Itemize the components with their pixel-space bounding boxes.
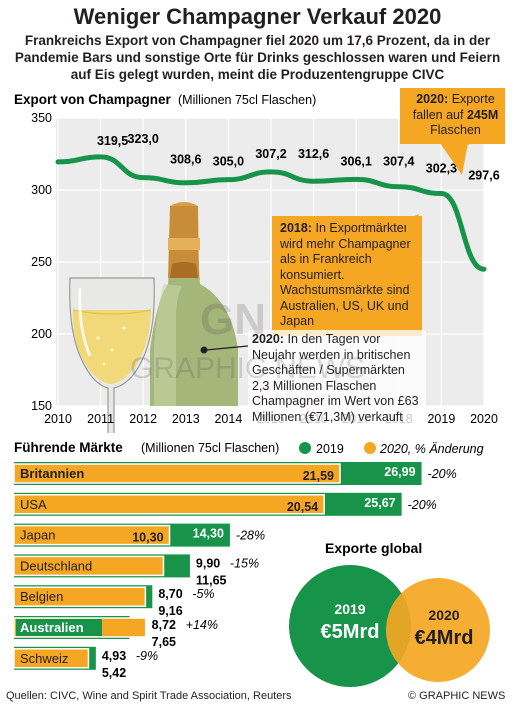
- venn-circle-2020: [386, 578, 490, 682]
- value-label-2020: 8,72: [152, 618, 176, 632]
- champagne-glass-icon: [69, 277, 155, 433]
- champagne-bottle-icon: [150, 202, 238, 406]
- callout-2020: 2020: Exporte fallen auf 245M Flaschen: [400, 88, 505, 144]
- value-label-2020: 21,59: [303, 469, 334, 483]
- legend-label-2020: 2020, % Änderung: [379, 442, 484, 456]
- note-2020: 2020: In den Tagen vor Neujahr werden in…: [248, 330, 426, 427]
- data-label: 305,0: [213, 155, 244, 169]
- data-label: 308,6: [170, 153, 201, 167]
- callout-2018-year: 2018:: [280, 221, 312, 235]
- venn-year-2019: 2019: [334, 601, 365, 617]
- line-chart-title: Export von Champagner: [14, 92, 172, 107]
- change-label: -15%: [230, 556, 259, 570]
- callout-2020-value: 245M: [466, 107, 499, 122]
- venn-year-2020: 2020: [428, 607, 459, 623]
- page-subtitle: Frankreichs Export von Champagner fiel 2…: [14, 33, 501, 82]
- change-label: -5%: [192, 587, 214, 601]
- category-label: Deutschland: [20, 558, 92, 573]
- category-label: USA: [20, 497, 47, 512]
- data-label: 302,3: [426, 162, 457, 176]
- data-label: 297,6: [468, 168, 499, 182]
- note-2020-text: In den Tagen vor Neujahr werden in briti…: [252, 332, 419, 424]
- y-tick-label: 300: [31, 183, 52, 197]
- change-label: -9%: [136, 649, 158, 663]
- x-tick-label: 2012: [129, 412, 157, 426]
- sources-note: Quellen: CIVC, Wine and Spirit Trade Ass…: [6, 690, 292, 702]
- data-label: 323,0: [128, 132, 159, 146]
- callout-2020-text-a: Exporte fallen auf: [412, 92, 495, 122]
- change-label: -28%: [236, 529, 265, 543]
- category-label: Japan: [20, 528, 55, 543]
- bar-2020: [13, 494, 325, 515]
- callout-2018-pointer: [405, 214, 419, 240]
- x-tick-label: 2010: [44, 412, 72, 426]
- category-label: Britannien: [20, 466, 84, 481]
- line-chart-unit: (Millionen 75cl Flaschen): [178, 93, 316, 107]
- value-label-2020: 10,30: [132, 531, 163, 545]
- export-series-line: [55, 154, 487, 272]
- callout-2020-year: 2020:: [416, 92, 449, 106]
- y-tick-label: 350: [31, 111, 52, 125]
- bar-2020: [13, 586, 147, 607]
- y-tick-label: 250: [31, 255, 52, 269]
- note-2020-pointer: [200, 345, 249, 354]
- graphic-news-watermark: GN GRAPHIC NEWS: [130, 292, 430, 397]
- value-label-2019: 26,99: [384, 465, 415, 479]
- category-highlight: [16, 619, 102, 636]
- venn-title: Exporte global: [325, 540, 422, 556]
- page-title: Weniger Champagner Verkauf 2020: [73, 4, 442, 29]
- category-label: Belgien: [20, 589, 63, 604]
- callout-2020-pointer: [440, 143, 468, 175]
- bar-chart-title: Führende Märkte: [14, 440, 123, 455]
- y-tick-label: 150: [31, 399, 52, 413]
- value-label-2020: 20,54: [287, 500, 318, 514]
- data-label: 319,5: [97, 134, 128, 148]
- data-label: 312,6: [298, 147, 329, 161]
- callout-2020-text-b: Flaschen: [430, 123, 481, 137]
- bar-2020: [13, 524, 171, 546]
- value-label-2020: 8,70: [158, 587, 182, 601]
- bar-chart-unit: (Millionen 75cl Flaschen): [141, 441, 279, 455]
- y-tick-label: 200: [31, 327, 52, 341]
- bar-2020: [13, 555, 165, 577]
- value-label-2019: 5,42: [102, 666, 126, 680]
- value-label-2019: 14,30: [193, 527, 224, 541]
- venn-circle-2019: [289, 565, 411, 687]
- callout-2018: 2018: In Exportmärkten wird mehr Champag…: [272, 216, 422, 336]
- category-label: Schweiz: [20, 651, 68, 666]
- callout-2018-text: In Exportmärkten wird mehr Champagner al…: [280, 221, 411, 328]
- change-label: -20%: [408, 498, 437, 512]
- copyright-credit: © GRAPHIC NEWS: [408, 690, 506, 702]
- value-label-2019: 25,67: [364, 496, 395, 510]
- value-label-2019: 9,16: [158, 604, 182, 618]
- change-label: +14%: [186, 618, 218, 632]
- value-label-2020: 9,90: [196, 556, 220, 570]
- value-label-2019: 11,65: [196, 573, 227, 587]
- change-label: -20%: [428, 467, 457, 481]
- category-label: Australien: [20, 620, 84, 635]
- bar-2020: [13, 463, 341, 484]
- x-tick-label: 2020: [470, 412, 498, 426]
- data-label: 307,2: [255, 147, 286, 161]
- note-2020-year: 2020:: [252, 332, 284, 346]
- value-label-2019: 7,65: [152, 635, 176, 649]
- legend-label-2019: 2019: [316, 442, 344, 456]
- x-tick-label: 2013: [172, 412, 200, 426]
- bar-2020: [13, 648, 90, 669]
- x-tick-label: 2019: [427, 412, 455, 426]
- data-label: 307,4: [383, 154, 414, 168]
- watermark-text: GRAPHIC NEWS: [130, 352, 365, 385]
- x-tick-label: 2014: [214, 412, 242, 426]
- value-label-2020: 4,93: [102, 649, 126, 663]
- data-label: 306,1: [341, 154, 372, 168]
- legend-swatch-2019: [299, 442, 311, 454]
- venn-value-2019: €5Mrd: [321, 621, 380, 643]
- markets-bar-chart: Führende Märkte (Millionen 75cl Flaschen…: [13, 440, 490, 687]
- venn-value-2020: €4Mrd: [415, 627, 474, 649]
- legend-swatch-2020: [364, 442, 376, 454]
- watermark-logo: GN: [200, 295, 266, 344]
- x-tick-label: 2011: [87, 412, 114, 426]
